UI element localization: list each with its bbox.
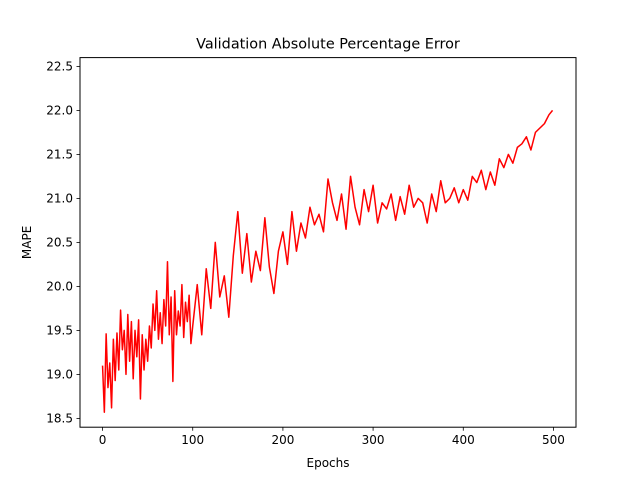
y-axis-label: MAPE [20, 226, 34, 259]
y-tick-label: 20.0 [46, 280, 73, 294]
series-line-0 [101, 109, 554, 413]
y-tick-label: 22.5 [46, 60, 73, 74]
x-tick-label: 100 [181, 433, 204, 447]
x-axis: 0 100 200 300 400 500 [99, 427, 565, 447]
y-tick-label: 20.5 [46, 236, 73, 250]
chart-title: Validation Absolute Percentage Error [196, 37, 460, 53]
x-tick-label: 200 [271, 433, 294, 447]
x-tick-label: 500 [542, 433, 565, 447]
y-tick-label: 22.0 [46, 104, 73, 118]
x-tick-label: 0 [99, 433, 107, 447]
y-tick-label: 19.0 [46, 368, 73, 382]
y-tick-label: 21.5 [46, 148, 73, 162]
y-tick-label: 19.5 [46, 324, 73, 338]
axes-frame [79, 57, 577, 428]
plot-area [101, 109, 554, 413]
y-axis: 18.5 19.0 19.5 20.0 20.5 21.0 21.5 22.0 22.5 [46, 60, 80, 426]
y-tick-label: 21.0 [46, 192, 73, 206]
x-tick-label: 400 [452, 433, 475, 447]
x-tick-label: 300 [362, 433, 385, 447]
x-axis-label: Epochs [307, 456, 350, 470]
y-tick-label: 18.5 [46, 412, 73, 426]
